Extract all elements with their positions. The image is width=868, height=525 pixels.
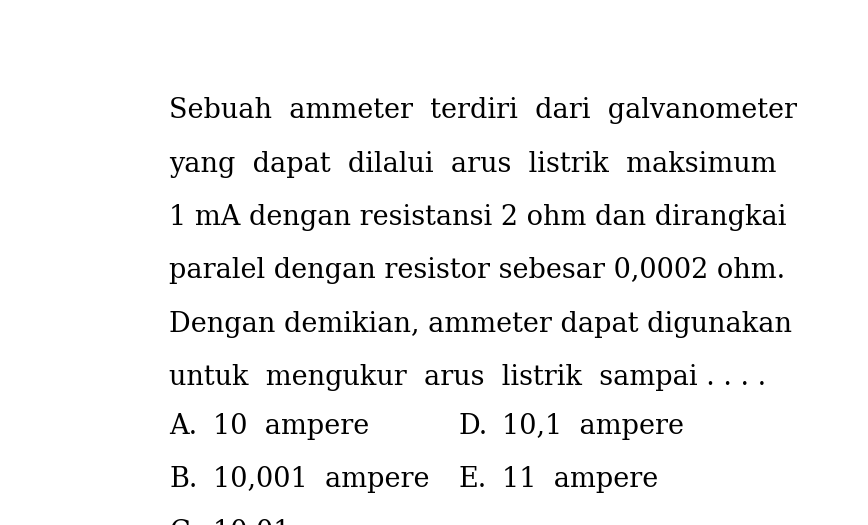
Text: Sebuah  ammeter  terdiri  dari  galvanometer: Sebuah ammeter terdiri dari galvanometer <box>169 97 797 124</box>
Text: Dengan demikian, ammeter dapat digunakan: Dengan demikian, ammeter dapat digunakan <box>169 311 792 338</box>
Text: paralel dengan resistor sebesar 0,0002 ohm.: paralel dengan resistor sebesar 0,0002 o… <box>169 257 786 285</box>
Text: 1 mA dengan resistansi 2 ohm dan dirangkai: 1 mA dengan resistansi 2 ohm dan dirangk… <box>169 204 786 231</box>
Text: D.: D. <box>458 413 488 439</box>
Text: 10  ampere: 10 ampere <box>213 413 369 439</box>
Text: untuk  mengukur  arus  listrik  sampai . . . .: untuk mengukur arus listrik sampai . . .… <box>169 364 766 391</box>
Text: A.: A. <box>169 413 197 439</box>
Text: 10,1  ampere: 10,1 ampere <box>502 413 684 439</box>
Text: 11  ampere: 11 ampere <box>502 466 658 493</box>
Text: E.: E. <box>458 466 487 493</box>
Text: B.: B. <box>169 466 197 493</box>
Text: yang  dapat  dilalui  arus  listrik  maksimum: yang dapat dilalui arus listrik maksimum <box>169 151 777 178</box>
Text: 10,01  ampere: 10,01 ampere <box>213 519 412 525</box>
Text: C.: C. <box>169 519 197 525</box>
Text: 10,001  ampere: 10,001 ampere <box>213 466 430 493</box>
